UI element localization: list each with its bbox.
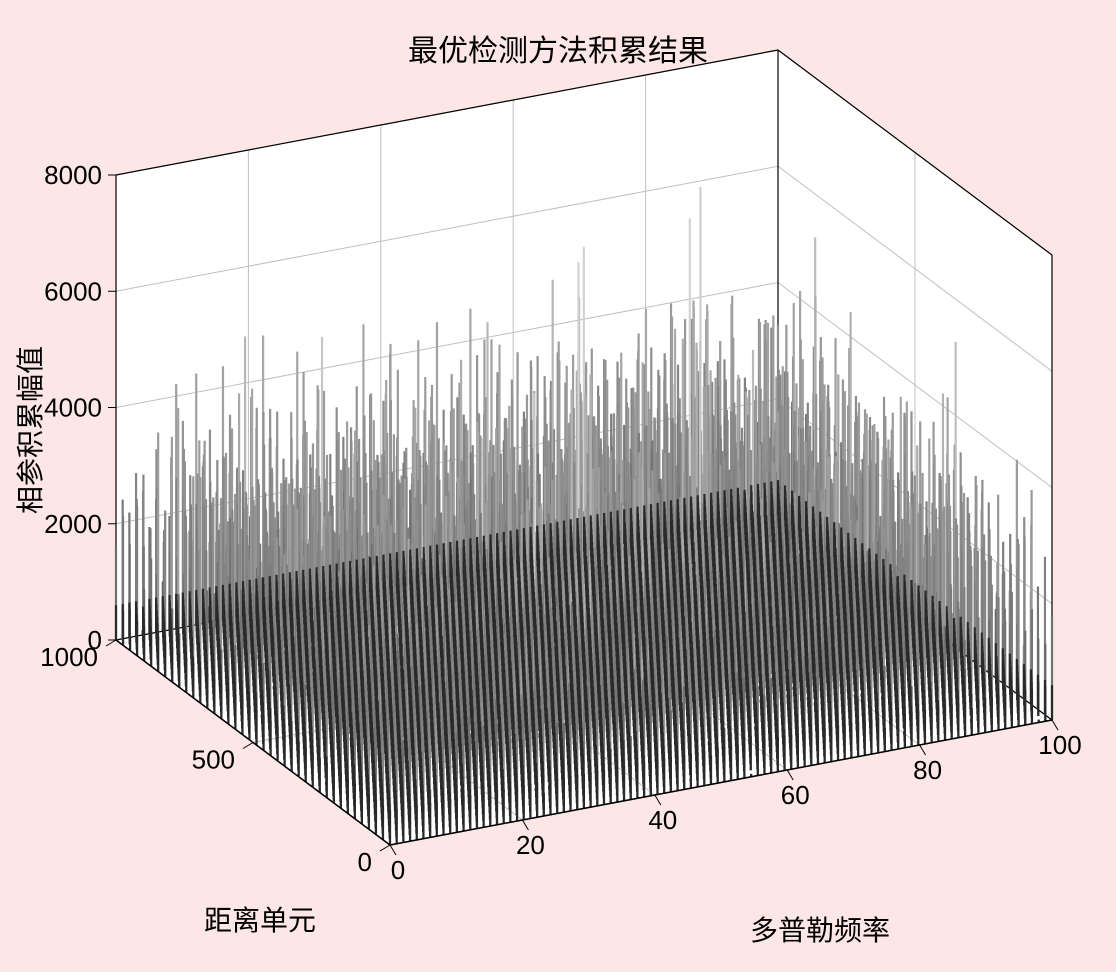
z-tick-label: 6000 bbox=[44, 276, 102, 306]
z-tick-label: 8000 bbox=[44, 160, 102, 190]
y-tick-label: 1000 bbox=[40, 642, 98, 672]
x-tick-label: 80 bbox=[913, 755, 942, 785]
x-tick-label: 100 bbox=[1038, 730, 1081, 760]
y-tick-label: 0 bbox=[358, 847, 372, 877]
z-axis-label: 相参积累幅值 bbox=[15, 346, 46, 514]
y-axis-label: 距离单元 bbox=[204, 905, 316, 936]
x-tick-label: 40 bbox=[648, 805, 677, 835]
x-tick-label: 20 bbox=[516, 830, 545, 860]
x-axis-label: 多普勒频率 bbox=[750, 915, 890, 946]
y-tick-label: 500 bbox=[192, 745, 235, 775]
z-axis: 02000400060008000 bbox=[44, 160, 116, 655]
surface-plot-3d: 0200040006000800002040608010005001000相参积… bbox=[0, 0, 1116, 972]
z-tick-label: 2000 bbox=[44, 509, 102, 539]
z-tick-label: 4000 bbox=[44, 393, 102, 423]
x-tick-label: 0 bbox=[391, 855, 405, 885]
x-tick-label: 60 bbox=[781, 780, 810, 810]
